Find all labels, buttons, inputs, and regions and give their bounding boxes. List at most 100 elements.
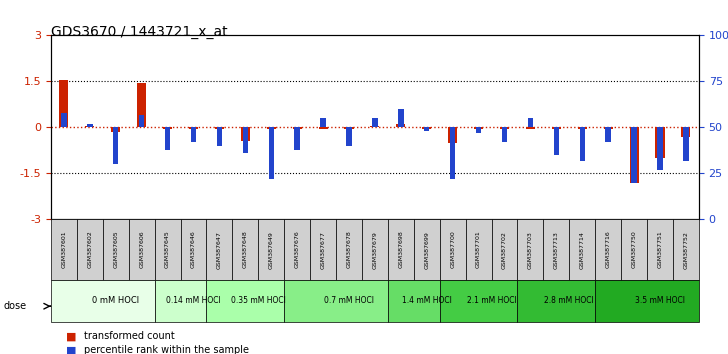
Bar xyxy=(189,127,198,129)
FancyBboxPatch shape xyxy=(284,280,388,322)
Text: 0.14 mM HOCl: 0.14 mM HOCl xyxy=(166,296,221,306)
Bar xyxy=(242,127,248,153)
Text: GSM387698: GSM387698 xyxy=(398,231,403,268)
Bar xyxy=(528,118,533,127)
Text: GSM387649: GSM387649 xyxy=(269,231,274,268)
FancyBboxPatch shape xyxy=(284,219,310,280)
Bar xyxy=(450,127,456,179)
Bar xyxy=(60,80,68,127)
Text: GSM387601: GSM387601 xyxy=(61,231,66,268)
Text: 0 mM HOCl: 0 mM HOCl xyxy=(92,296,139,306)
Bar xyxy=(578,127,587,129)
Text: 3.5 mM HOCl: 3.5 mM HOCl xyxy=(635,296,685,306)
FancyBboxPatch shape xyxy=(207,219,232,280)
Text: GSM387714: GSM387714 xyxy=(579,231,585,268)
Text: dose: dose xyxy=(4,301,27,311)
Bar xyxy=(448,127,457,143)
Bar xyxy=(474,127,483,129)
Text: GSM387700: GSM387700 xyxy=(450,231,455,268)
Bar xyxy=(683,127,689,161)
Text: GSM387646: GSM387646 xyxy=(191,231,196,268)
Text: GSM387752: GSM387752 xyxy=(684,231,689,268)
Bar xyxy=(500,127,509,129)
Bar xyxy=(606,127,611,142)
Bar xyxy=(215,127,224,129)
Bar xyxy=(85,126,95,127)
Text: 0.7 mM HOCl: 0.7 mM HOCl xyxy=(324,296,374,306)
FancyBboxPatch shape xyxy=(388,280,440,322)
Bar xyxy=(61,113,67,127)
Bar xyxy=(398,109,403,127)
FancyBboxPatch shape xyxy=(207,280,284,322)
FancyBboxPatch shape xyxy=(51,219,77,280)
Text: GSM387713: GSM387713 xyxy=(554,231,559,268)
FancyBboxPatch shape xyxy=(181,219,207,280)
FancyBboxPatch shape xyxy=(518,280,596,322)
Bar xyxy=(681,127,690,137)
Text: GSM387751: GSM387751 xyxy=(657,231,662,268)
Text: GSM387716: GSM387716 xyxy=(606,231,611,268)
FancyBboxPatch shape xyxy=(596,280,699,322)
Text: GSM387648: GSM387648 xyxy=(243,231,248,268)
Text: GSM387606: GSM387606 xyxy=(139,231,144,268)
Text: GDS3670 / 1443721_x_at: GDS3670 / 1443721_x_at xyxy=(51,25,228,39)
Bar xyxy=(294,127,300,149)
Bar xyxy=(553,127,559,155)
FancyBboxPatch shape xyxy=(310,219,336,280)
Bar xyxy=(347,127,352,146)
FancyBboxPatch shape xyxy=(518,219,543,280)
FancyBboxPatch shape xyxy=(569,219,596,280)
Bar xyxy=(396,124,405,127)
Text: GSM387676: GSM387676 xyxy=(295,231,300,268)
Bar xyxy=(320,118,326,127)
Text: transformed count: transformed count xyxy=(84,331,175,341)
FancyBboxPatch shape xyxy=(596,219,621,280)
Text: GSM387679: GSM387679 xyxy=(373,231,377,268)
FancyBboxPatch shape xyxy=(154,280,207,322)
Text: 2.8 mM HOCl: 2.8 mM HOCl xyxy=(545,296,594,306)
Text: GSM387602: GSM387602 xyxy=(87,231,92,268)
Bar xyxy=(113,127,119,164)
Text: GSM387647: GSM387647 xyxy=(217,231,222,268)
Bar xyxy=(139,115,144,127)
FancyBboxPatch shape xyxy=(258,219,284,280)
Text: 0.35 mM HOCl: 0.35 mM HOCl xyxy=(231,296,285,306)
Text: GSM387677: GSM387677 xyxy=(320,231,325,268)
Text: 2.1 mM HOCl: 2.1 mM HOCl xyxy=(467,296,516,306)
Bar xyxy=(657,127,662,170)
Bar xyxy=(266,127,276,129)
FancyBboxPatch shape xyxy=(440,219,466,280)
FancyBboxPatch shape xyxy=(362,219,388,280)
FancyBboxPatch shape xyxy=(621,219,647,280)
FancyBboxPatch shape xyxy=(491,219,518,280)
FancyBboxPatch shape xyxy=(154,219,181,280)
FancyBboxPatch shape xyxy=(673,219,699,280)
Bar xyxy=(163,127,172,129)
Bar xyxy=(630,127,638,183)
Bar xyxy=(579,127,585,161)
Text: GSM387678: GSM387678 xyxy=(347,231,352,268)
FancyBboxPatch shape xyxy=(414,219,440,280)
Bar xyxy=(191,127,197,142)
Bar xyxy=(87,124,92,127)
FancyBboxPatch shape xyxy=(77,219,103,280)
Text: GSM387605: GSM387605 xyxy=(114,231,118,268)
Bar xyxy=(422,127,431,129)
Text: GSM387645: GSM387645 xyxy=(165,231,170,268)
Bar xyxy=(424,127,430,131)
Bar xyxy=(319,127,328,129)
Bar xyxy=(241,127,250,141)
Text: percentile rank within the sample: percentile rank within the sample xyxy=(84,346,249,354)
Text: GSM387703: GSM387703 xyxy=(528,231,533,268)
Bar xyxy=(344,127,354,129)
Bar xyxy=(293,127,301,129)
FancyBboxPatch shape xyxy=(647,219,673,280)
FancyBboxPatch shape xyxy=(232,219,258,280)
Bar xyxy=(372,118,378,127)
Bar xyxy=(552,127,561,129)
Text: GSM387750: GSM387750 xyxy=(632,231,636,268)
Text: GSM387699: GSM387699 xyxy=(424,231,430,268)
Bar xyxy=(604,127,613,129)
Text: ■: ■ xyxy=(66,346,76,354)
FancyBboxPatch shape xyxy=(129,219,154,280)
